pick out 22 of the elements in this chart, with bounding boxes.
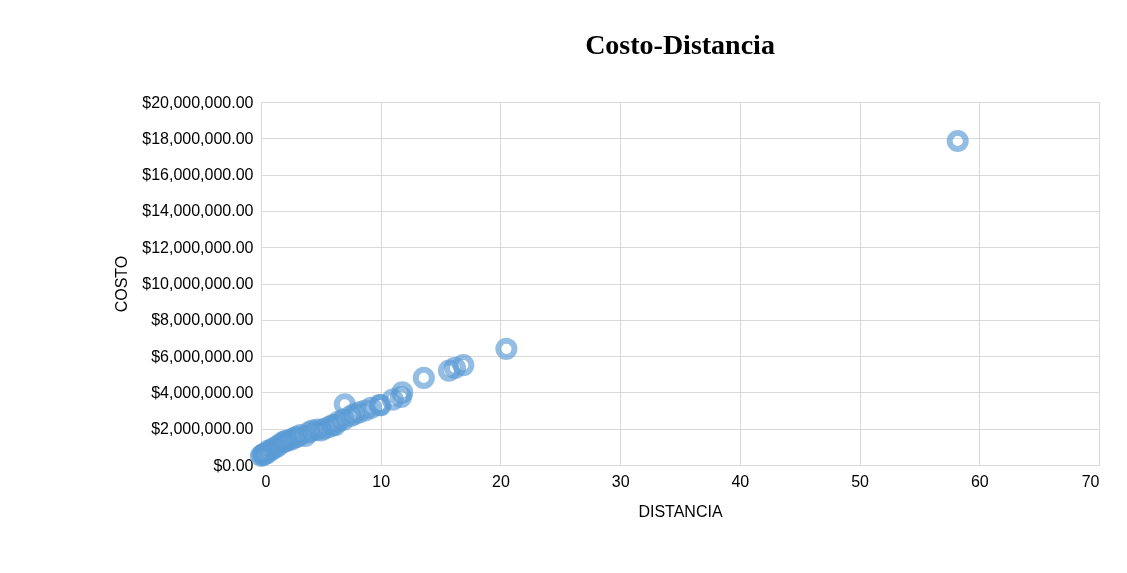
y-tick-label: $10,000,000.00 [142,275,254,292]
y-tick-label: $14,000,000.00 [142,202,254,220]
y-tick-label: $4,000,000.00 [151,383,254,401]
x-tick-label: 0 [261,472,271,490]
x-tick-label: 30 [611,472,630,490]
y-tick-label: $8,000,000.00 [151,311,254,329]
y-tick-label: $6,000,000.00 [151,347,254,365]
x-tick-label: 40 [731,472,750,490]
y-tick-label: $16,000,000.00 [142,166,254,184]
x-tick-label: 50 [851,472,870,490]
chart-title: Costo-Distancia [585,29,775,60]
y-tick-label: $18,000,000.00 [142,129,254,147]
y-tick-label: $0.00 [213,456,254,474]
y-tick-label: $2,000,000.00 [151,420,254,438]
y-tick-label: $20,000,000.00 [142,93,254,111]
x-tick-label: 10 [372,472,391,490]
x-tick-label: 70 [1081,472,1100,490]
y-axis-title: COSTO [113,255,131,313]
y-tick-label: $12,000,000.00 [142,238,254,256]
x-tick-label: 60 [970,472,989,490]
x-axis-title: DISTANCIA [638,502,723,520]
x-tick-label: 20 [492,472,510,490]
